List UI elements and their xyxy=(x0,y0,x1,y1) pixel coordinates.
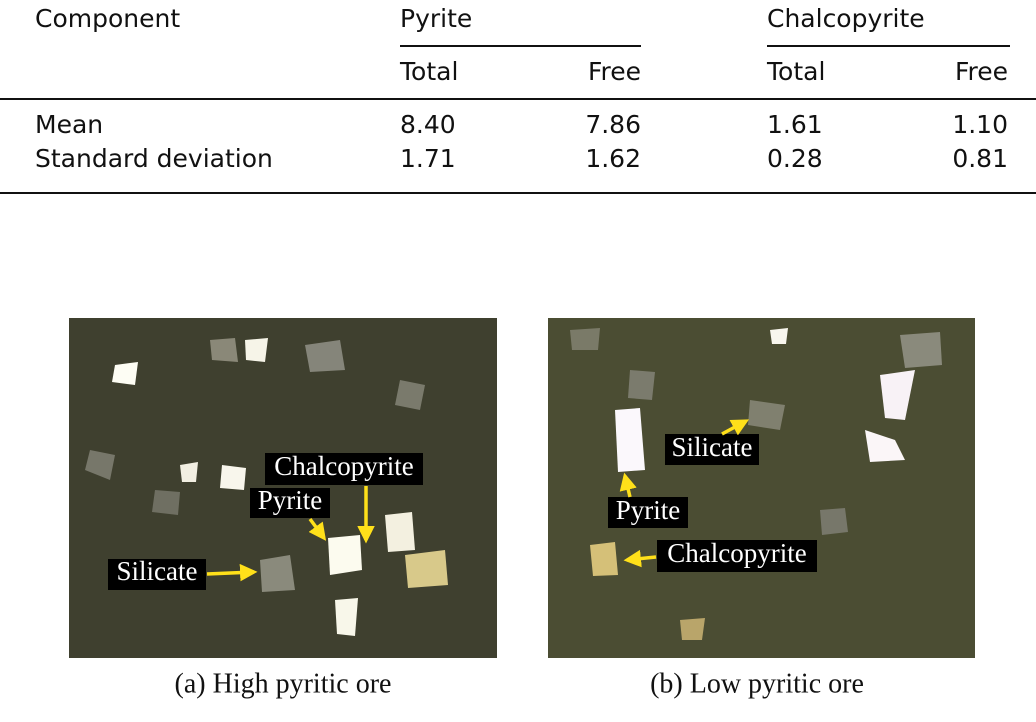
subheader: Free xyxy=(588,57,641,86)
image-label: Silicate xyxy=(117,556,198,586)
subheader: Total xyxy=(766,57,825,86)
image-label: Chalcopyrite xyxy=(667,538,806,568)
column-header: Component xyxy=(35,4,180,33)
subheader: Total xyxy=(399,57,458,86)
cell: 8.40 xyxy=(400,110,456,139)
micrograph: Chalcopyrite Pyrite Silicate xyxy=(69,318,497,658)
image-label: Silicate xyxy=(672,432,753,462)
column-header: Chalcopyrite xyxy=(767,4,925,33)
cell: 0.81 xyxy=(952,144,1008,173)
table: Component Pyrite Chalcopyrite Total Free… xyxy=(0,4,1036,194)
cell: 1.61 xyxy=(767,110,823,139)
row-label: Standard deviation xyxy=(35,144,273,173)
cell: 1.71 xyxy=(400,144,456,173)
row-label: Mean xyxy=(35,110,103,139)
column-header: Pyrite xyxy=(400,4,472,33)
cell: 1.10 xyxy=(952,110,1008,139)
subheader: Free xyxy=(955,57,1008,86)
caption: (b) Low pyritic ore xyxy=(650,668,864,699)
micrograph: Silicate Pyrite Chalcopyrite xyxy=(548,318,975,658)
cell: 1.62 xyxy=(585,144,641,173)
cell: 0.28 xyxy=(767,144,823,173)
image-label: Pyrite xyxy=(258,485,323,515)
image-label: Chalcopyrite xyxy=(274,451,413,481)
caption: (a) High pyritic ore xyxy=(175,668,392,699)
image-label: Pyrite xyxy=(616,495,681,525)
cell: 7.86 xyxy=(585,110,641,139)
